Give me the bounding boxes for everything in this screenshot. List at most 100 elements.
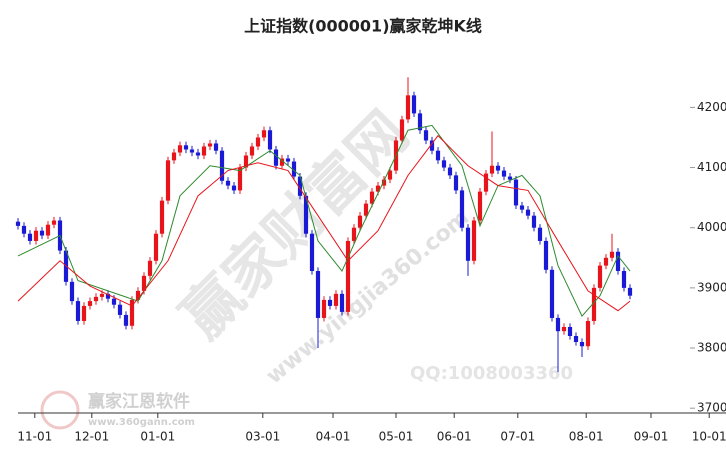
candle-body — [561, 326, 567, 332]
candle-body — [417, 113, 423, 131]
candle-body — [255, 137, 261, 147]
candle-body — [309, 233, 315, 272]
candle-body — [357, 215, 363, 228]
x-tick-label: 08-01 — [569, 430, 604, 444]
x-tick-label: 09-01 — [634, 430, 669, 444]
candle-body — [267, 130, 273, 150]
candle-body — [459, 190, 465, 228]
candle-body — [507, 176, 513, 180]
candle-body — [435, 150, 441, 161]
candle-body — [573, 335, 579, 343]
candle-body — [441, 160, 447, 168]
candle-body — [165, 160, 171, 201]
y-tick-label: 3700 — [697, 401, 726, 415]
candle-body — [171, 152, 177, 161]
candle-body — [627, 287, 633, 296]
candle-body — [381, 179, 387, 186]
candle-body — [477, 191, 483, 221]
candle-body — [243, 155, 249, 168]
candle-body — [345, 240, 351, 312]
candle-body — [465, 227, 471, 261]
candle-body — [411, 95, 417, 114]
candle-body — [483, 173, 489, 192]
x-tick-label: 06-01 — [437, 430, 472, 444]
candle-body — [21, 225, 27, 234]
candle-body — [297, 176, 303, 196]
candle-body — [147, 260, 153, 276]
x-tick-label: 03-01 — [245, 430, 280, 444]
candle-body — [195, 152, 201, 156]
x-tick-label: 10-01 — [692, 430, 726, 444]
candle-body — [111, 298, 117, 305]
candle-body — [375, 185, 381, 192]
candle-body — [369, 191, 375, 204]
candle-body — [471, 220, 477, 261]
watermark-group: 赢家财富网 www.yingjia360.com QQ:1008003360 赢… — [40, 98, 573, 430]
y-tick-label: 3800 — [697, 341, 726, 355]
candle-body — [495, 165, 501, 171]
candle-body — [153, 233, 159, 261]
candle-body — [273, 149, 279, 166]
candle-body — [429, 140, 435, 151]
x-tick-label: 12-01 — [74, 430, 109, 444]
candle-body — [333, 293, 339, 306]
candle-body — [285, 158, 291, 162]
candle-body — [279, 158, 285, 166]
candle-body — [537, 227, 543, 241]
candle-body — [135, 290, 141, 300]
watermark-logo — [40, 390, 80, 430]
candle-body — [51, 220, 57, 225]
candle-body — [159, 200, 165, 234]
candle-body — [261, 130, 267, 138]
candle-body — [591, 287, 597, 321]
candle-body — [399, 119, 405, 141]
candle-body — [105, 293, 111, 299]
candle-body — [579, 342, 585, 347]
x-tick-label: 05-01 — [379, 430, 414, 444]
candle-body — [387, 170, 393, 180]
watermark: 赢家财富网 — [168, 98, 421, 351]
y-tick-label: 4000 — [697, 220, 726, 234]
candle-body — [225, 180, 231, 186]
candle-body — [585, 320, 591, 347]
candle-body — [69, 281, 75, 302]
candle-body — [123, 314, 129, 326]
candle-body — [207, 143, 213, 147]
candle-body — [519, 205, 525, 210]
candle-body — [75, 301, 81, 321]
candle-body — [39, 230, 45, 236]
candle-body — [291, 161, 297, 177]
candle-body — [525, 209, 531, 216]
candle-body — [99, 293, 105, 297]
candle-body — [327, 299, 333, 306]
candle-body — [129, 299, 135, 326]
candle-body — [177, 145, 183, 153]
candle-body — [423, 130, 429, 141]
y-tick-label: 4100 — [697, 160, 726, 174]
y-tick-label: 3900 — [697, 280, 726, 294]
y-tick-label: 4200 — [697, 100, 726, 114]
candle-body — [27, 233, 33, 241]
candle-body — [501, 170, 507, 177]
candle-body — [597, 265, 603, 288]
candle-body — [81, 305, 87, 321]
candle-body — [45, 224, 51, 236]
x-tick-label: 04-01 — [316, 430, 351, 444]
candle-body — [339, 293, 345, 312]
candle-body — [489, 165, 495, 174]
candle-body — [543, 240, 549, 270]
x-tick-label: 11-01 — [17, 430, 52, 444]
candle-body — [351, 227, 357, 241]
candle-body — [405, 95, 411, 120]
candle-body — [201, 146, 207, 156]
candle-body — [249, 146, 255, 156]
candle-body — [555, 317, 561, 332]
candle-body — [237, 167, 243, 191]
candle-body — [609, 251, 615, 258]
candle-body — [213, 143, 219, 151]
candle-body — [315, 271, 321, 318]
candle-body — [189, 149, 195, 153]
candle-body — [93, 296, 99, 302]
candle-body — [513, 179, 519, 206]
candle-body — [183, 145, 189, 150]
